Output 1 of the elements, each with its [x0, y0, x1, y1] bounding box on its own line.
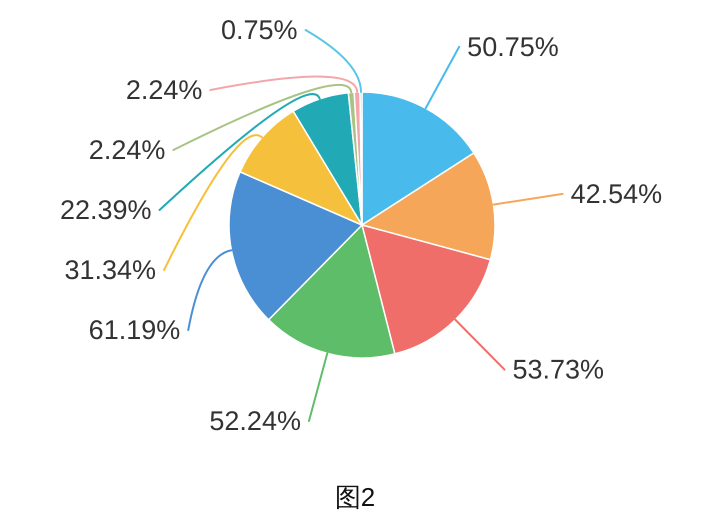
caption: 图2	[334, 482, 376, 512]
